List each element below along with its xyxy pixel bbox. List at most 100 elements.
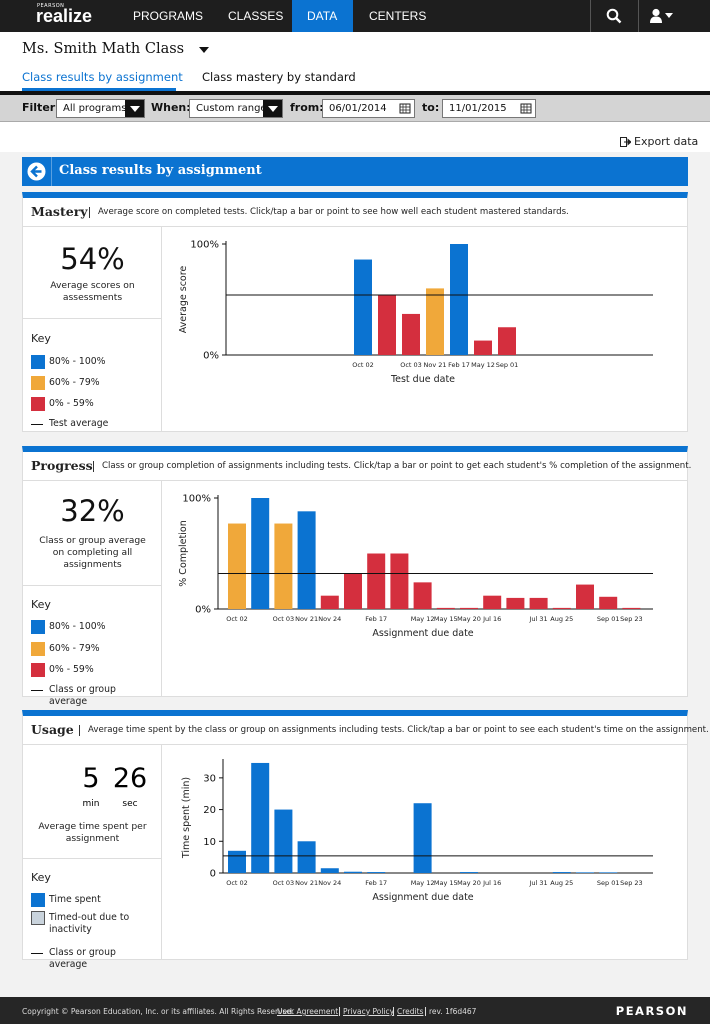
bar[interactable] [354, 259, 372, 355]
nav-item[interactable]: PROGRAMS [133, 9, 204, 23]
key-label: Timed-out due to inactivity [49, 912, 130, 935]
bar[interactable] [576, 584, 594, 609]
x-tick-label: Oct 03 [273, 615, 295, 623]
nav-item[interactable]: CLASSES [228, 9, 284, 23]
range-select[interactable]: Custom range [189, 99, 283, 118]
stat-column [23, 481, 162, 697]
bar[interactable] [274, 523, 293, 609]
key-label: Class or group average [49, 947, 116, 970]
x-tick-label: Sep 01 [597, 879, 620, 887]
key-label: 60% - 79% [49, 377, 100, 388]
bar[interactable] [576, 872, 594, 873]
bar[interactable] [274, 809, 293, 873]
bar[interactable] [367, 872, 386, 873]
bar[interactable] [460, 607, 478, 609]
bar[interactable] [344, 871, 362, 873]
program-select[interactable]: All programs [56, 99, 145, 118]
stat-caption: Average scores on assessments [50, 280, 135, 303]
key-divider [23, 318, 162, 319]
footer-link[interactable]: Privacy Policy [339, 1007, 394, 1016]
x-tick-label: Nov 21 [295, 615, 318, 623]
bar[interactable] [483, 595, 502, 609]
stat-column [23, 745, 162, 960]
y-tick-label: 0 [210, 869, 216, 880]
to-input[interactable]: 11/01/2015 [442, 99, 536, 118]
stat-caption: Class or group average on completing all… [39, 535, 146, 570]
footer-link[interactable]: User Agreement [277, 1007, 339, 1016]
bar[interactable] [413, 803, 432, 873]
y-tick-label: 20 [203, 805, 216, 816]
filter-label: Filter: [22, 101, 60, 114]
bar[interactable] [552, 607, 571, 609]
x-tick-label: May 12 [411, 615, 435, 623]
bar[interactable] [378, 295, 396, 355]
bar[interactable] [529, 597, 548, 609]
panel-title: Usage [31, 722, 74, 737]
key-divider [23, 585, 162, 586]
panel: Progress Class or group completion of ass… [22, 446, 691, 707]
rev: rev. 1f6d467 [425, 1007, 476, 1016]
bar[interactable] [460, 872, 478, 873]
bar[interactable] [297, 511, 316, 609]
back-button[interactable] [27, 162, 46, 181]
divider [638, 0, 639, 32]
bar[interactable] [320, 595, 339, 609]
search-icon[interactable] [606, 8, 622, 24]
bar[interactable] [622, 607, 641, 609]
range: Custom range [196, 103, 267, 114]
bar[interactable] [367, 553, 386, 610]
export-data[interactable]: Export data [634, 135, 699, 148]
bar[interactable] [320, 868, 339, 873]
bar[interactable] [599, 596, 618, 609]
nav-item[interactable]: CENTERS [369, 9, 427, 23]
panel-title: Progress [31, 458, 93, 473]
x-tick-label: May 15 [434, 615, 458, 623]
bar[interactable] [402, 313, 420, 355]
bar[interactable] [297, 841, 316, 873]
bar[interactable] [413, 582, 432, 609]
tab-active[interactable]: Class results by assignment [22, 70, 183, 84]
class-name[interactable]: Ms. Smith Math Class [22, 41, 185, 57]
tab[interactable]: Class mastery by standard [202, 70, 356, 84]
x-tick-label: Nov 24 [318, 879, 341, 887]
bar[interactable] [474, 340, 492, 355]
x-tick-label: Sep 01 [597, 615, 620, 623]
when-label: When: [151, 101, 191, 114]
panel-description: Class or group completion of assignments… [93, 461, 691, 472]
stat-value: 5 [82, 763, 100, 794]
x-axis-label: Test due date [390, 374, 455, 385]
bar[interactable] [228, 523, 246, 609]
to-date: 11/01/2015 [449, 103, 507, 114]
nav-item[interactable]: DATA [307, 9, 338, 23]
y-tick-label: 10 [203, 837, 216, 848]
bar[interactable] [344, 573, 362, 609]
bar[interactable] [251, 498, 270, 609]
x-tick-label: May 12 [471, 361, 495, 369]
bar[interactable] [599, 872, 618, 873]
bar[interactable] [450, 244, 468, 355]
user-icon[interactable] [650, 8, 678, 24]
x-tick-label: May 20 [457, 879, 481, 887]
bar[interactable] [390, 553, 409, 610]
y-axis-label: Time spent (min) [181, 777, 192, 859]
brand[interactable]: realize [36, 6, 93, 26]
key-label: Test average [49, 418, 109, 429]
key-swatch [31, 893, 45, 907]
y-tick-label: 100% [190, 240, 219, 251]
bar[interactable] [228, 850, 246, 873]
x-tick-label: Nov 21 [423, 361, 446, 369]
x-tick-label: May 20 [457, 615, 481, 623]
bar[interactable] [251, 762, 270, 873]
key-swatch [31, 663, 45, 677]
bar[interactable] [498, 327, 516, 355]
key-label: Class or group average [49, 684, 116, 707]
footer-link[interactable]: Credits [393, 1007, 423, 1016]
bar[interactable] [506, 597, 525, 609]
key-divider [23, 858, 162, 859]
y-tick-label: 0% [203, 351, 219, 362]
bar[interactable] [552, 872, 571, 873]
from-input[interactable]: 06/01/2014 [322, 99, 415, 118]
bar[interactable] [436, 607, 455, 609]
bar[interactable] [426, 288, 444, 355]
